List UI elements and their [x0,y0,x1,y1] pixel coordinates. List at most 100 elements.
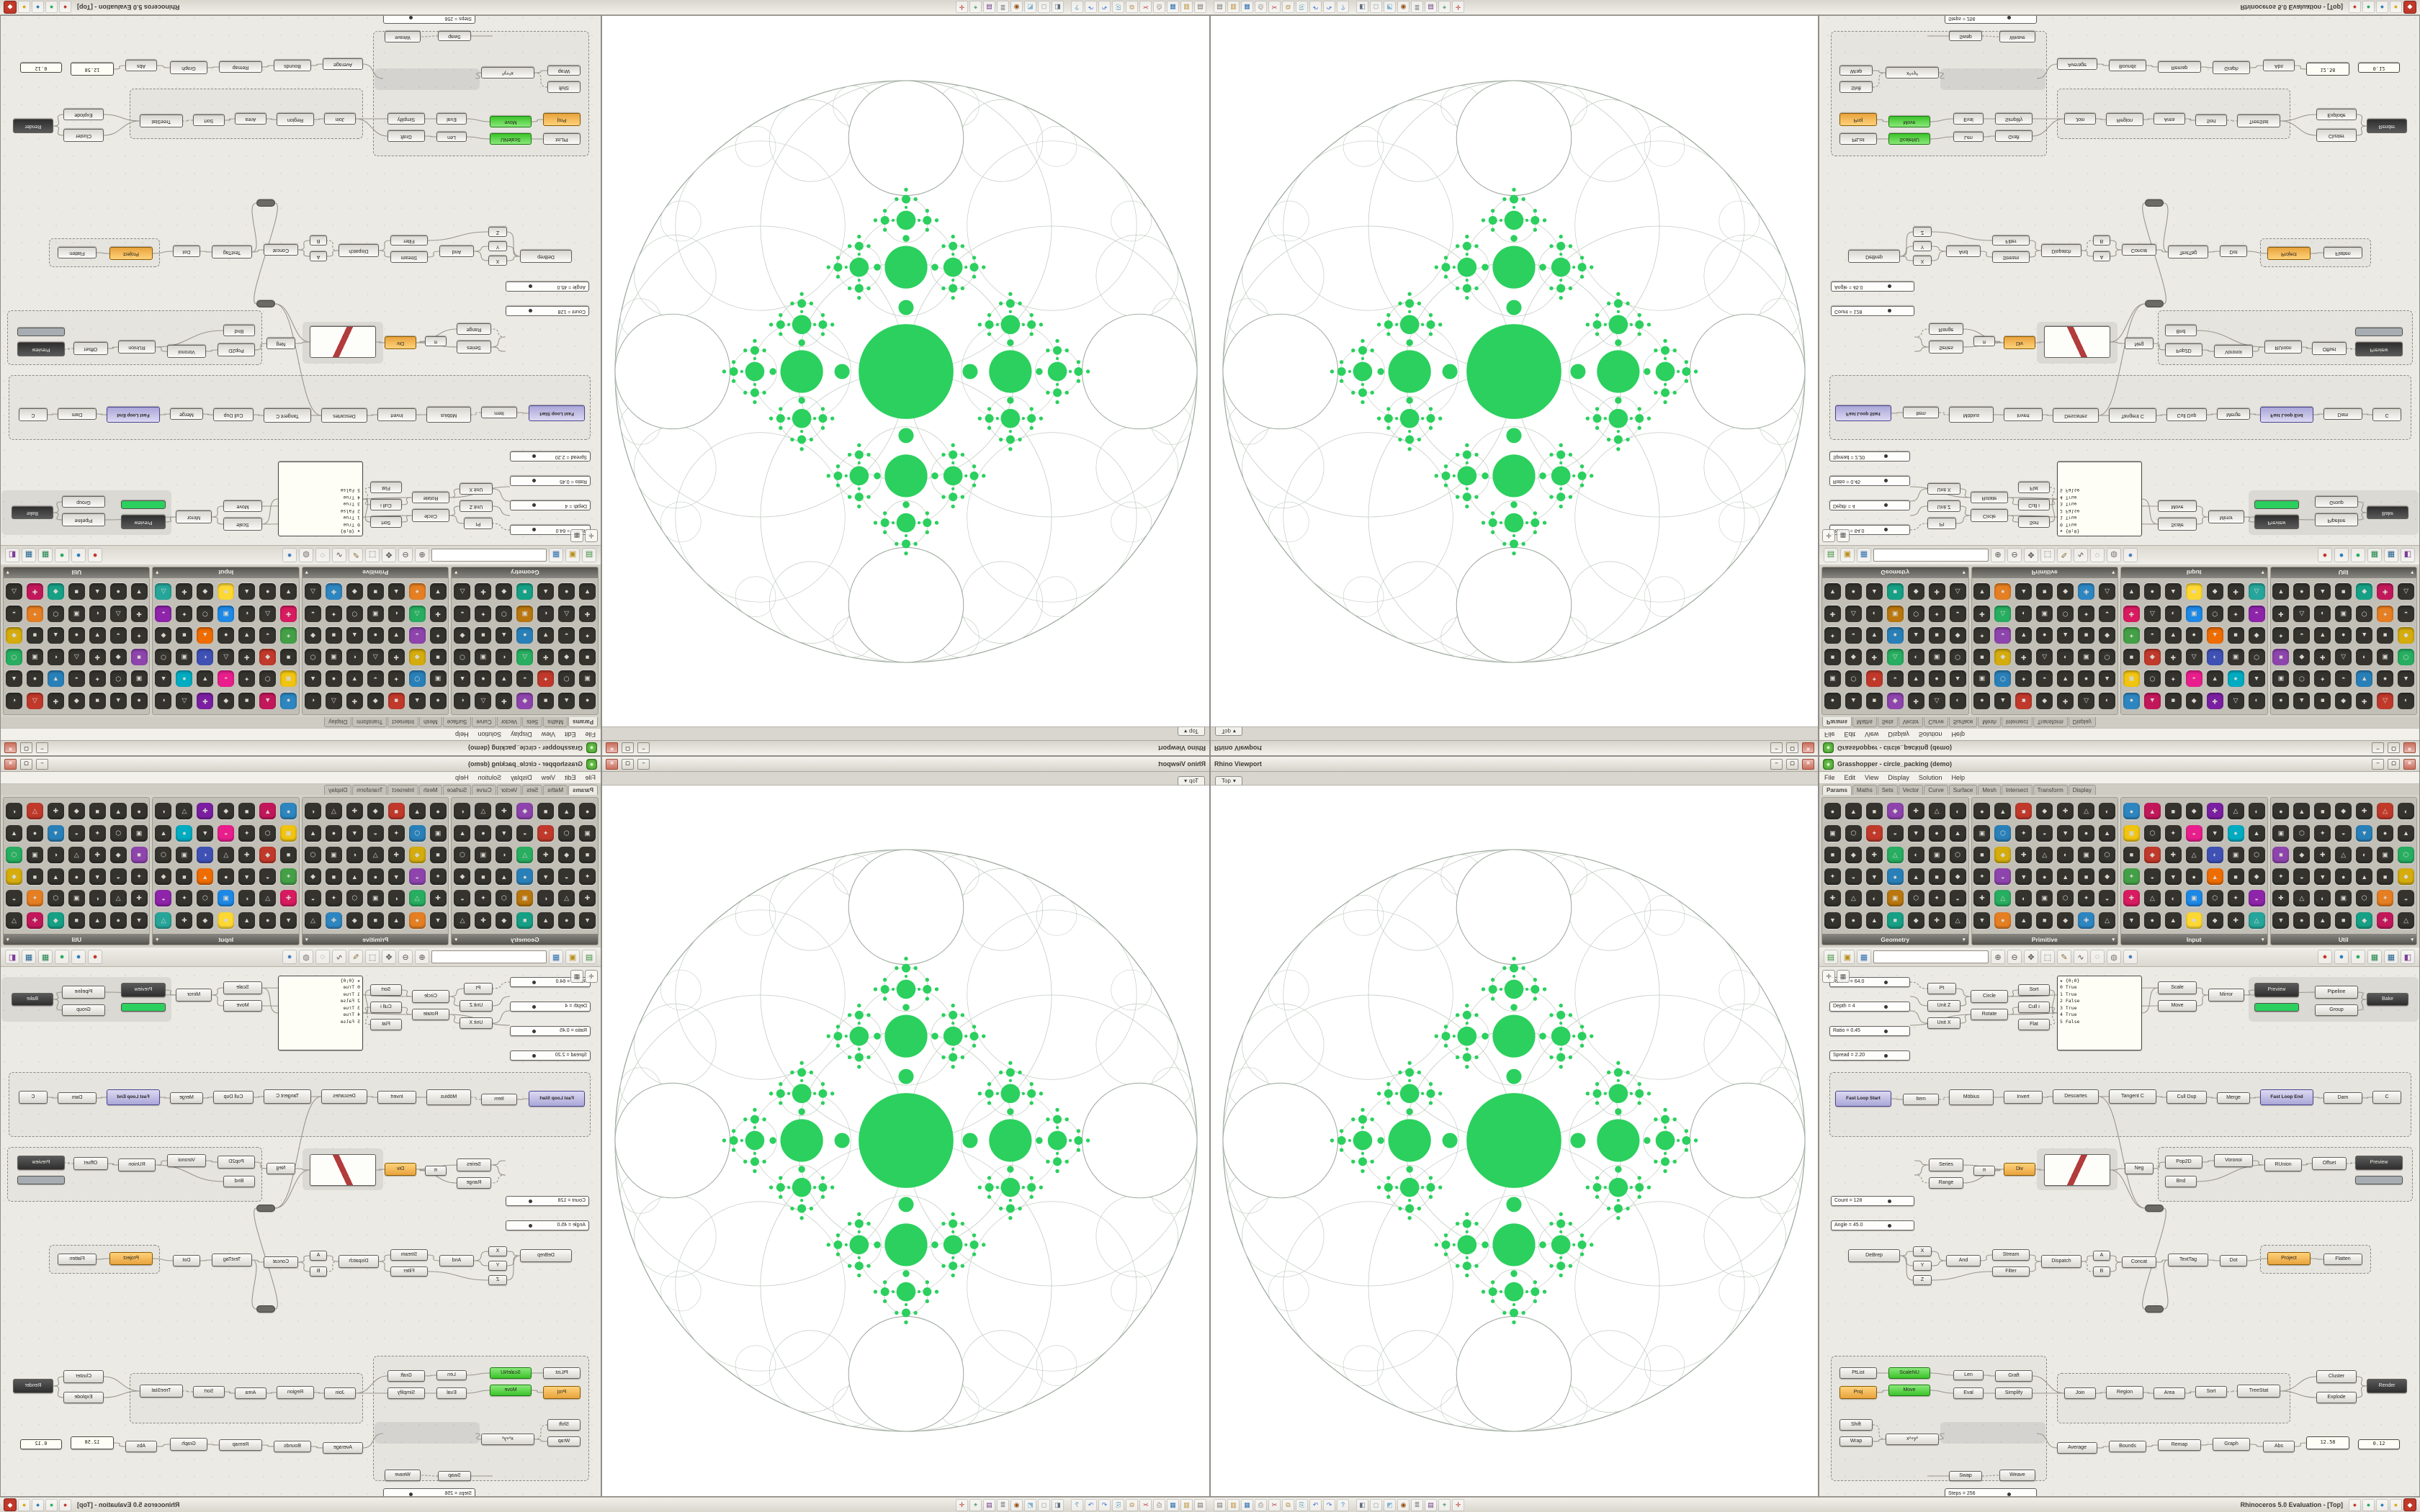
component-icon[interactable]: ◒ [2099,605,2116,622]
component-icon[interactable]: ▼ [1973,583,1991,600]
component-icon[interactable]: ◆ [109,649,127,666]
component-icon[interactable]: ◐ [2099,803,2116,820]
gh-node[interactable]: Fast Loop Start [529,405,585,421]
component-icon[interactable]: ▼ [496,670,513,688]
component-icon[interactable]: ● [558,583,575,600]
viewport-tab-top[interactable]: Top ▾ [1178,776,1205,785]
gh-node[interactable] [2145,1305,2164,1313]
component-icon[interactable]: ■ [325,626,342,644]
tray-yellow-icon[interactable]: ● [2390,1,2402,14]
gh-node[interactable]: Invert [2004,408,2043,421]
component-icon[interactable]: ▼ [130,583,148,600]
component-icon[interactable]: ● [2143,912,2161,929]
component-icon[interactable]: ▣ [26,649,43,666]
gh-node[interactable]: Spread = 2.20 [510,1050,591,1061]
component-icon[interactable]: ▼ [2314,868,2331,886]
gh-node[interactable]: x²+y² [1886,67,1939,78]
component-icon[interactable]: ✦ [1928,890,1945,907]
tray-green-icon[interactable]: ● [2362,1,2375,14]
component-icon[interactable]: ■ [1928,626,1945,644]
component-icon[interactable]: △ [26,692,43,709]
copy-icon[interactable]: ⧉ [1126,1498,1138,1511]
component-icon[interactable]: ⬡ [109,824,127,842]
canvas-overlay-compass-icon[interactable]: ✛ [1822,529,1835,542]
component-icon[interactable]: ▼ [89,868,106,886]
new-file-icon[interactable]: ▤ [582,950,596,964]
gh-node[interactable]: Wrap [1839,66,1873,76]
paint-icon[interactable]: ◧ [5,950,19,964]
gh-node[interactable]: Shift [547,81,581,93]
component-icon[interactable]: ■ [2314,692,2331,709]
gh-node[interactable]: Count = 128 [1831,1196,1914,1206]
gh-node[interactable]: A [310,1251,327,1261]
gh-node[interactable]: Project [2267,1252,2311,1265]
gh-node[interactable]: Invert [377,408,416,421]
component-icon[interactable]: ■ [429,846,447,863]
gh-node[interactable]: Ratio = 0.45 [510,1026,591,1036]
redo-icon[interactable]: ↷ [1085,1498,1097,1511]
component-icon[interactable]: ◒ [109,868,127,886]
gh-node[interactable]: C [19,1091,48,1104]
gh-node[interactable]: Eval [436,1387,467,1399]
component-icon[interactable]: ✚ [496,803,513,820]
gh-node[interactable]: Item [481,407,517,418]
component-icon[interactable]: ✦ [429,868,447,886]
component-icon[interactable]: ◆ [2143,846,2161,863]
component-icon[interactable]: ✚ [1973,890,1991,907]
component-icon[interactable]: ◒ [304,605,321,622]
gumball-icon[interactable]: ✛ [956,1498,968,1511]
component-icon[interactable]: ■ [2078,626,2095,644]
component-icon[interactable]: ◆ [68,803,85,820]
gh-node[interactable]: Project [2267,247,2311,260]
gh-node[interactable]: Circle [1971,990,2008,1003]
pan-icon[interactable]: ✥ [2024,950,2038,964]
zoom-in-icon[interactable]: ⊕ [415,548,429,562]
component-icon[interactable]: ◒ [1886,824,1904,842]
gh-node[interactable]: C [19,408,48,421]
component-icon[interactable]: ✚ [1907,803,1924,820]
component-icon[interactable]: △ [475,803,492,820]
properties-icon[interactable]: ▤ [983,1,995,14]
component-icon[interactable]: △ [2036,649,2053,666]
save-icon[interactable]: ▦ [1167,1498,1179,1511]
paint-icon[interactable]: ◧ [2401,950,2415,964]
gh-node[interactable]: TreeStat [140,1385,183,1398]
gh-node[interactable]: Explode [63,109,104,120]
component-icon[interactable]: ● [259,583,277,600]
gh-node[interactable]: Preview [121,515,166,529]
component-icon[interactable]: ● [516,868,534,886]
component-icon[interactable]: ◆ [454,868,471,886]
gh-node[interactable] [2145,199,2164,207]
component-icon[interactable]: ⬡ [2398,649,2415,666]
gh-node[interactable]: Concat [2122,244,2156,256]
component-icon[interactable]: ◒ [516,670,534,688]
component-icon[interactable]: ◆ [259,846,277,863]
gh-node[interactable]: π [425,1166,447,1176]
red-ball-icon[interactable]: ● [2318,950,2332,964]
component-icon[interactable]: ✚ [130,890,148,907]
component-icon[interactable]: ◆ [1907,583,1924,600]
component-icon[interactable]: ⬡ [197,605,214,622]
gh-node[interactable]: Explode [2316,109,2357,120]
gh-node[interactable]: Scale [2158,518,2197,531]
component-icon[interactable]: ⬡ [408,670,426,688]
component-icon[interactable]: ✚ [387,846,405,863]
component-icon[interactable]: ✦ [280,626,297,644]
component-icon[interactable]: ▲ [2164,912,2182,929]
gh-node[interactable]: Preview [2254,983,2299,997]
component-icon[interactable]: ◆ [155,868,172,886]
rhino-app-icon[interactable]: ◆ [4,1,17,14]
gh-node[interactable]: Dot [173,1255,200,1266]
component-icon[interactable]: ▲ [89,912,106,929]
component-icon[interactable]: ✚ [238,649,256,666]
maximize-button[interactable]: ▢ [2388,742,2400,754]
component-icon[interactable]: ■ [2272,846,2290,863]
component-icon[interactable]: ◆ [2057,912,2074,929]
component-icon[interactable]: ● [130,803,148,820]
component-icon[interactable]: ▣ [2272,670,2290,688]
gh-node[interactable]: Remap [219,61,262,73]
gh-node[interactable]: Len [436,132,467,142]
component-icon[interactable]: ◐ [304,692,321,709]
menu-help[interactable]: Help [1951,731,1965,738]
